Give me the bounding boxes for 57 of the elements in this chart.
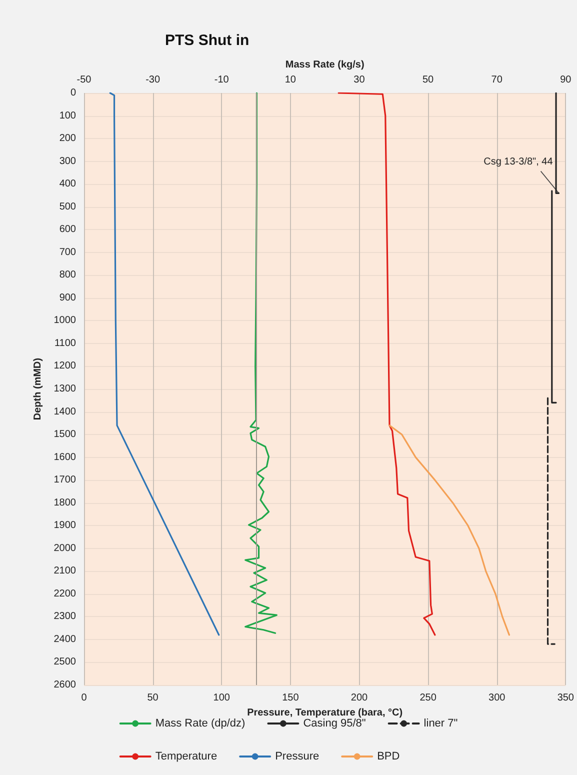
y-tick-label: 2300 xyxy=(54,611,76,622)
y-tick-label: 1400 xyxy=(54,406,76,418)
y-tick-label: 2600 xyxy=(54,680,76,690)
y-tick-label: 500 xyxy=(59,201,76,212)
y-tick-label: 1700 xyxy=(54,474,76,486)
x2-tick-label: 50 xyxy=(422,74,434,86)
y-tick-label: 1500 xyxy=(54,429,76,440)
x-axis-title: Pressure, Temperature (bara, °C) xyxy=(247,707,403,718)
x2-tick-label: -10 xyxy=(214,74,230,86)
x-tick-label: 200 xyxy=(350,692,368,704)
x-tick-label: 100 xyxy=(213,692,230,704)
legend-label: liner 7" xyxy=(424,718,458,730)
y-tick-label: 2000 xyxy=(54,542,76,554)
legend-label: Casing 95/8" xyxy=(303,718,366,730)
x2-tick-label: 90 xyxy=(560,74,572,86)
y-tick-label: 2200 xyxy=(54,588,76,600)
x-tick-label: 0 xyxy=(81,692,88,704)
x-tick-label: 250 xyxy=(420,692,437,704)
y-tick-label: 1900 xyxy=(54,520,76,532)
x-tick-label: 350 xyxy=(557,692,574,704)
legend-label: Temperature xyxy=(155,750,218,762)
y-tick-label: 0 xyxy=(70,88,76,98)
x2-tick-label: 30 xyxy=(354,74,366,86)
y-tick-label: 900 xyxy=(59,292,76,304)
x-tick-label: 300 xyxy=(488,692,506,704)
y-tick-label: 400 xyxy=(59,178,76,190)
y-tick-label: 1600 xyxy=(54,452,76,463)
x2-tick-label: -30 xyxy=(146,74,160,86)
y-tick-label: 2500 xyxy=(54,656,76,668)
y-tick-label: 600 xyxy=(59,224,76,236)
y-tick-label: 2100 xyxy=(54,566,76,577)
y-tick-label: 1200 xyxy=(54,360,76,372)
line-series xyxy=(388,424,510,636)
x-tick-label: 50 xyxy=(147,692,159,704)
y-tick-label: 200 xyxy=(59,133,76,144)
legend-label: Mass Rate (dp/dz) xyxy=(155,718,246,730)
y-tick-label: 2400 xyxy=(54,634,76,645)
y-tick-label: 300 xyxy=(59,156,76,167)
x-tick-label: 150 xyxy=(282,692,300,704)
y-tick-label: 1800 xyxy=(54,497,76,508)
y-tick-label: 100 xyxy=(59,110,76,122)
x2-tick-label: 70 xyxy=(491,74,503,86)
x2-axis-title: Mass Rate (kg/s) xyxy=(285,60,364,71)
y-axis-title: Depth (mMD) xyxy=(32,358,44,420)
y-tick-label: 1000 xyxy=(54,315,76,326)
y-tick-label: 1100 xyxy=(54,338,76,349)
annotation: Csg 13-3/8", 44 xyxy=(484,156,554,168)
y-tick-label: 1300 xyxy=(54,384,76,394)
line-series xyxy=(109,92,220,636)
chart-title: PTS Shut in xyxy=(165,32,250,49)
legend-label: Pressure xyxy=(275,750,320,762)
x2-tick-label: 10 xyxy=(284,74,296,86)
x2-tick-label: -50 xyxy=(76,74,92,86)
legend-label: BPD xyxy=(377,750,400,762)
y-tick-label: 800 xyxy=(59,270,76,281)
y-tick-label: 700 xyxy=(59,246,76,258)
line-series xyxy=(338,92,436,636)
